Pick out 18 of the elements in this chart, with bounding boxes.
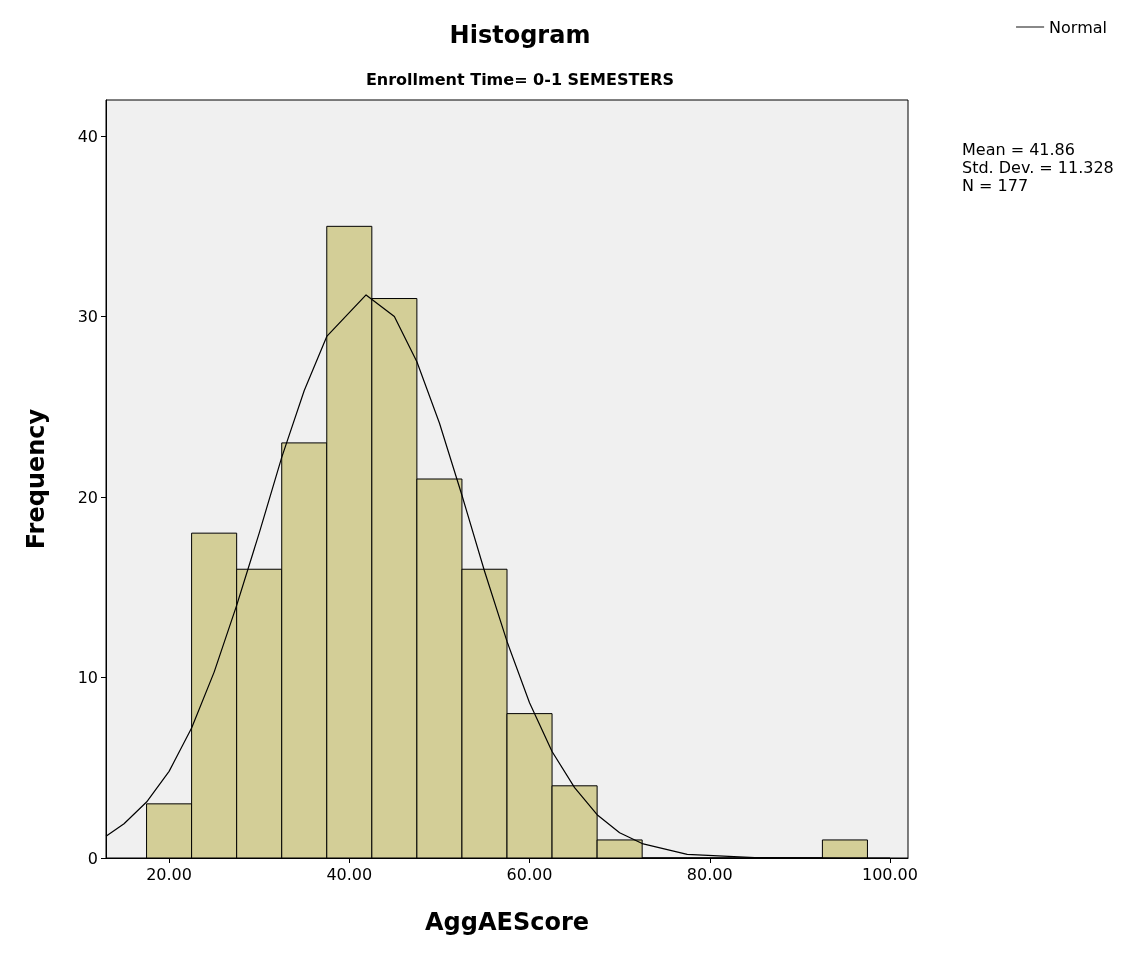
text: Std. Dev. = 11.328 — [962, 157, 1114, 177]
y-tick-label: 10 — [77, 668, 98, 688]
x-tick-label: 80.00 — [686, 864, 733, 884]
chart-subtitle: Enrollment Time= 0-1 SEMESTERS — [365, 69, 675, 89]
x-tick-label: 60.00 — [506, 864, 553, 884]
y-tick-label: 40 — [77, 126, 98, 146]
x-axis-title: AggAEScore — [424, 908, 590, 936]
x-tick-label: 100.00 — [861, 864, 918, 884]
y-tick-label: 30 — [77, 307, 98, 327]
legend-label: Normal — [1049, 17, 1107, 37]
x-tick-label: 20.00 — [146, 864, 192, 884]
y-tick-label: 0 — [87, 848, 98, 868]
y-axis-title: Frequency — [22, 408, 50, 550]
x-tick-label: 40.00 — [326, 864, 373, 884]
chart-title: Histogram — [449, 21, 591, 49]
text: Mean = 41.86 — [962, 139, 1075, 159]
text: N = 177 — [962, 175, 1029, 195]
y-tick-label: 20 — [77, 487, 98, 507]
